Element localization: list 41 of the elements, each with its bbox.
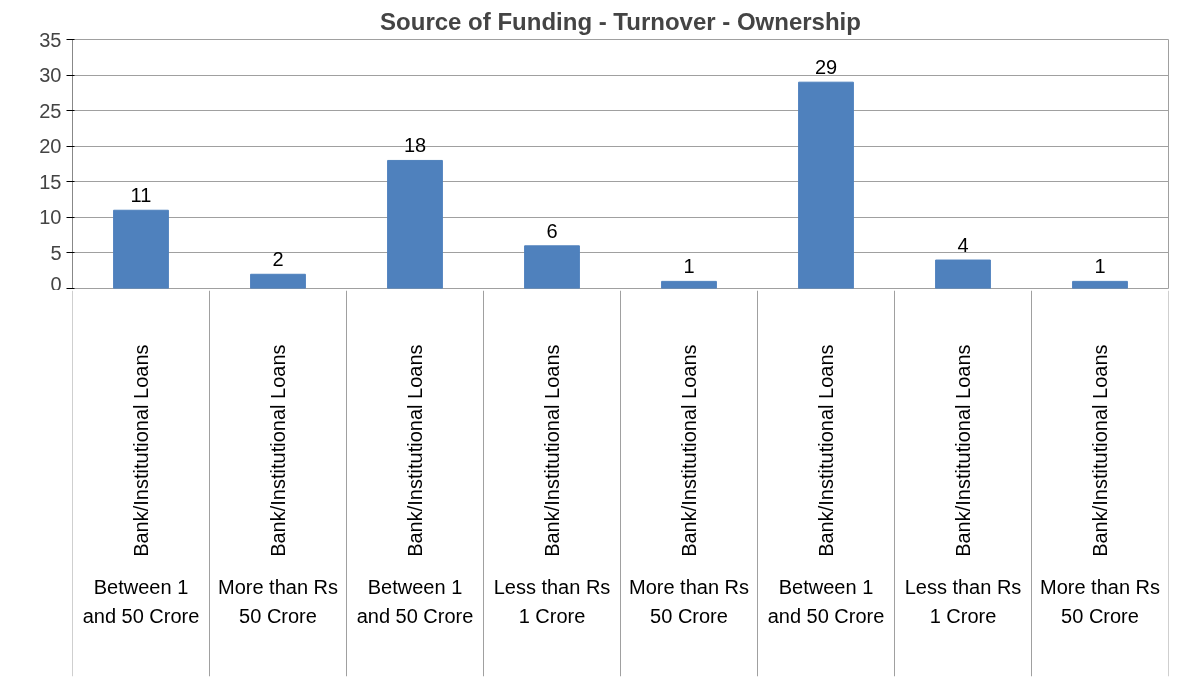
category-label: Between 1 and 50 Crore <box>767 576 885 627</box>
category-label: Between 1 and 50 Crore <box>356 576 474 627</box>
bar <box>798 81 854 289</box>
category-label: More than Rs 50 Crore <box>628 576 750 627</box>
category-label: Bank/Institutional Loans <box>541 344 563 557</box>
chart-title: Source of Funding - Turnover - Ownership <box>380 7 861 35</box>
category-label: More than Rs 50 Crore <box>217 576 339 627</box>
bar <box>250 273 306 289</box>
category-label: Bank/Institutional Loans <box>1089 344 1111 557</box>
bar <box>1072 280 1128 289</box>
bar <box>387 159 443 289</box>
category-label: Bank/Institutional Loans <box>130 344 152 557</box>
y-tick-label: 30 <box>39 64 62 87</box>
category-label: Bank/Institutional Loans <box>815 344 837 557</box>
category-label: Less than Rs 1 Crore <box>493 576 611 627</box>
category-label: Bank/Institutional Loans <box>678 344 700 557</box>
data-label: 11 <box>130 184 152 207</box>
bar <box>661 280 717 289</box>
data-label: 4 <box>957 234 969 257</box>
y-tick-label: 10 <box>39 206 62 229</box>
y-tick-label: 20 <box>39 135 62 158</box>
y-tick-label: 0 <box>50 272 62 295</box>
y-tick-label: 25 <box>39 99 62 122</box>
data-label: 18 <box>403 134 427 157</box>
category-label: Bank/Institutional Loans <box>404 344 426 557</box>
category-label: Between 1 and 50 Crore <box>82 576 200 627</box>
data-label: 1 <box>1094 255 1106 278</box>
data-label: 29 <box>814 56 838 79</box>
y-tick-label: 15 <box>39 170 62 193</box>
bar <box>524 245 580 289</box>
data-label: 1 <box>683 255 695 278</box>
category-label: Bank/Institutional Loans <box>952 344 974 557</box>
category-label: Less than Rs 1 Crore <box>904 576 1022 627</box>
bar <box>935 259 991 289</box>
bar <box>113 209 169 289</box>
y-tick-label: 5 <box>50 241 62 264</box>
y-tick-label: 35 <box>39 28 62 51</box>
category-label: Bank/Institutional Loans <box>267 344 289 557</box>
data-label: 6 <box>546 219 558 242</box>
data-label: 2 <box>272 248 284 271</box>
category-label: More than Rs 50 Crore <box>1039 576 1161 627</box>
